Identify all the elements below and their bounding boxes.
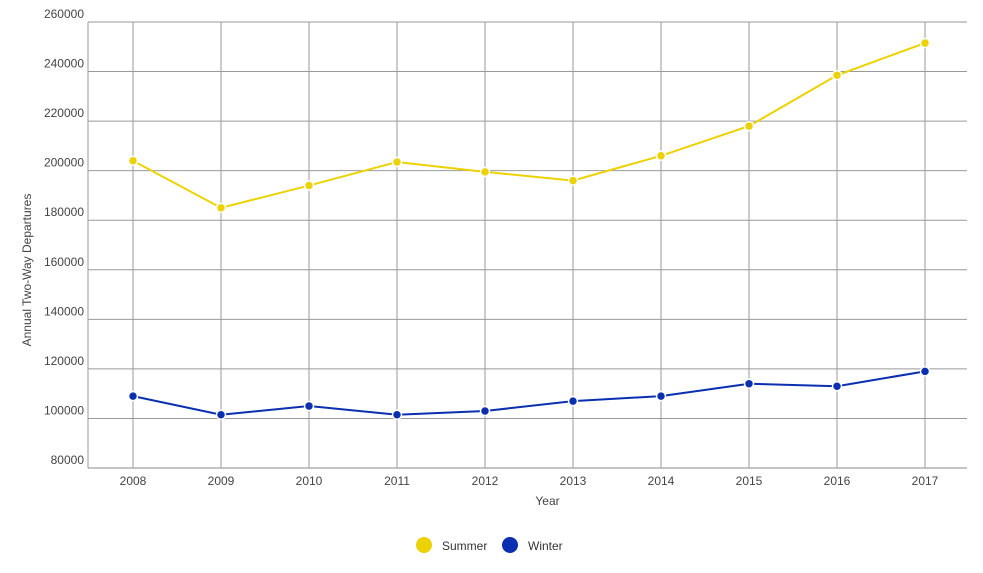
data-point[interactable]: [303, 180, 315, 191]
y-axis-label: Annual Two-Way Departures: [20, 194, 34, 347]
y-tick-label: 140000: [44, 304, 84, 318]
legend-marker: [502, 537, 518, 553]
y-tick-label: 120000: [44, 354, 84, 368]
y-axis-ticks: 80000 100000 120000 140000 160000 180000 20000…: [44, 7, 84, 467]
x-tick-label: 2010: [296, 474, 323, 488]
data-point[interactable]: [479, 405, 491, 417]
data-point[interactable]: [831, 70, 843, 81]
x-tick-label: 2013: [560, 474, 587, 488]
x-axis-label: Year: [535, 494, 559, 508]
data-point[interactable]: [567, 175, 579, 186]
series-line-winter: [132, 370, 926, 416]
x-tick-label: 2017: [912, 474, 939, 488]
x-tick-label: 2015: [736, 474, 763, 488]
data-point[interactable]: [655, 150, 667, 162]
legend-label: Winter: [528, 539, 563, 553]
legend-marker: [416, 537, 432, 553]
series-winter: [127, 366, 931, 420]
data-point[interactable]: [919, 366, 931, 377]
y-tick-label: 160000: [44, 255, 84, 269]
y-tick-label: 180000: [44, 205, 84, 219]
x-tick-label: 2016: [824, 474, 851, 488]
data-point[interactable]: [127, 390, 139, 402]
x-tick-label: 2009: [208, 474, 235, 488]
legend: Summer Winter: [416, 537, 563, 553]
legend-item-winter[interactable]: Winter: [502, 537, 563, 553]
x-tick-label: 2012: [472, 474, 499, 488]
data-point[interactable]: [831, 380, 843, 392]
data-point[interactable]: [655, 390, 667, 402]
data-point[interactable]: [127, 155, 139, 167]
data-point[interactable]: [567, 395, 579, 407]
data-point[interactable]: [215, 202, 227, 214]
data-point[interactable]: [479, 166, 491, 178]
x-tick-label: 2008: [120, 474, 147, 488]
legend-item-summer[interactable]: Summer: [416, 537, 487, 553]
data-point[interactable]: [919, 37, 931, 49]
y-tick-label: 200000: [44, 156, 84, 170]
y-tick-label: 100000: [44, 403, 84, 417]
data-point[interactable]: [743, 120, 755, 132]
x-tick-label: 2011: [384, 474, 410, 488]
data-point[interactable]: [215, 409, 227, 420]
data-point[interactable]: [391, 409, 403, 420]
data-point[interactable]: [303, 400, 315, 412]
series: [127, 37, 931, 420]
series-summer: [127, 37, 931, 214]
data-point[interactable]: [743, 378, 755, 390]
y-tick-label: 240000: [44, 57, 84, 71]
y-tick-label: 220000: [44, 106, 84, 120]
series-line-summer: [132, 42, 926, 209]
y-tick-label: 260000: [44, 7, 84, 21]
y-tick-label: 80000: [51, 453, 85, 467]
x-tick-label: 2014: [648, 474, 675, 488]
grid: [87, 21, 967, 469]
x-axis-ticks: 2008 2009 2010 2011 2012 2013 2014 2015 2016 2017: [120, 474, 939, 488]
data-point[interactable]: [391, 156, 403, 168]
legend-label: Summer: [442, 539, 487, 553]
